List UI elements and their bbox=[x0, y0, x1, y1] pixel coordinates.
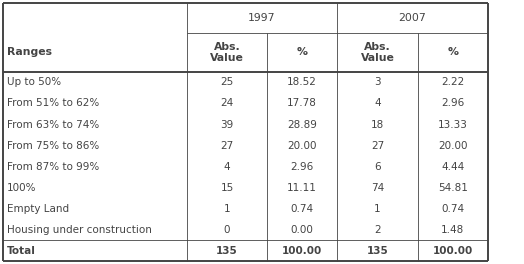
Text: Total: Total bbox=[7, 246, 36, 256]
Text: Ranges: Ranges bbox=[7, 48, 52, 57]
Text: 2007: 2007 bbox=[399, 13, 427, 23]
Text: 2.22: 2.22 bbox=[441, 77, 464, 87]
Text: Abs.
Value: Abs. Value bbox=[210, 42, 244, 63]
Text: %: % bbox=[447, 48, 458, 57]
Text: 1: 1 bbox=[374, 204, 381, 214]
Text: 1997: 1997 bbox=[248, 13, 276, 23]
Text: 28.89: 28.89 bbox=[287, 120, 317, 130]
Text: 27: 27 bbox=[371, 140, 384, 150]
Text: 0.74: 0.74 bbox=[291, 204, 314, 214]
Text: 74: 74 bbox=[371, 183, 384, 193]
Text: Empty Land: Empty Land bbox=[7, 204, 69, 214]
Text: 135: 135 bbox=[216, 246, 238, 256]
Text: 2.96: 2.96 bbox=[441, 98, 464, 109]
Text: 15: 15 bbox=[221, 183, 234, 193]
Text: 3: 3 bbox=[374, 77, 381, 87]
Text: 17.78: 17.78 bbox=[287, 98, 317, 109]
Text: 1: 1 bbox=[224, 204, 230, 214]
Text: 4: 4 bbox=[224, 162, 230, 172]
Text: 18.52: 18.52 bbox=[287, 77, 317, 87]
Text: 2: 2 bbox=[374, 225, 381, 235]
Text: 54.81: 54.81 bbox=[438, 183, 467, 193]
Text: 18: 18 bbox=[371, 120, 384, 130]
Text: 4: 4 bbox=[374, 98, 381, 109]
Text: 13.33: 13.33 bbox=[438, 120, 467, 130]
Text: 0: 0 bbox=[224, 225, 230, 235]
Text: 1.48: 1.48 bbox=[441, 225, 464, 235]
Text: 0.00: 0.00 bbox=[291, 225, 314, 235]
Text: 24: 24 bbox=[221, 98, 234, 109]
Text: From 75% to 86%: From 75% to 86% bbox=[7, 140, 99, 150]
Text: 100.00: 100.00 bbox=[432, 246, 473, 256]
Text: 6: 6 bbox=[374, 162, 381, 172]
Text: 135: 135 bbox=[367, 246, 388, 256]
Text: 11.11: 11.11 bbox=[287, 183, 317, 193]
Text: 100.00: 100.00 bbox=[282, 246, 322, 256]
Text: Abs.
Value: Abs. Value bbox=[361, 42, 395, 63]
Text: From 63% to 74%: From 63% to 74% bbox=[7, 120, 99, 130]
Text: 4.44: 4.44 bbox=[441, 162, 464, 172]
Text: 0.74: 0.74 bbox=[441, 204, 464, 214]
Text: 39: 39 bbox=[221, 120, 234, 130]
Text: Up to 50%: Up to 50% bbox=[7, 77, 61, 87]
Text: 2.96: 2.96 bbox=[291, 162, 314, 172]
Text: 20.00: 20.00 bbox=[288, 140, 317, 150]
Text: 27: 27 bbox=[221, 140, 234, 150]
Text: 25: 25 bbox=[221, 77, 234, 87]
Text: From 87% to 99%: From 87% to 99% bbox=[7, 162, 99, 172]
Text: Housing under construction: Housing under construction bbox=[7, 225, 151, 235]
Text: %: % bbox=[297, 48, 308, 57]
Text: 20.00: 20.00 bbox=[438, 140, 467, 150]
Text: 100%: 100% bbox=[7, 183, 36, 193]
Text: From 51% to 62%: From 51% to 62% bbox=[7, 98, 99, 109]
